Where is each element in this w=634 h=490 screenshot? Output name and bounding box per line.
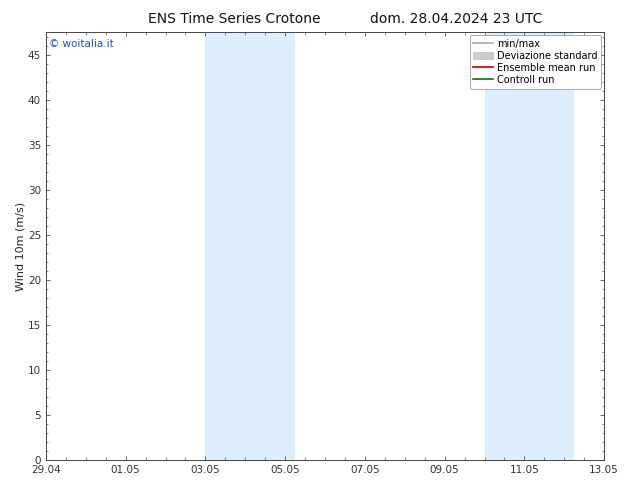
Y-axis label: Wind 10m (m/s): Wind 10m (m/s) xyxy=(15,201,25,291)
Bar xyxy=(205,32,295,460)
Bar xyxy=(484,32,574,460)
Text: dom. 28.04.2024 23 UTC: dom. 28.04.2024 23 UTC xyxy=(370,12,543,26)
Text: © woitalia.it: © woitalia.it xyxy=(49,39,113,49)
Legend: min/max, Deviazione standard, Ensemble mean run, Controll run: min/max, Deviazione standard, Ensemble m… xyxy=(470,35,601,89)
Text: ENS Time Series Crotone: ENS Time Series Crotone xyxy=(148,12,321,26)
